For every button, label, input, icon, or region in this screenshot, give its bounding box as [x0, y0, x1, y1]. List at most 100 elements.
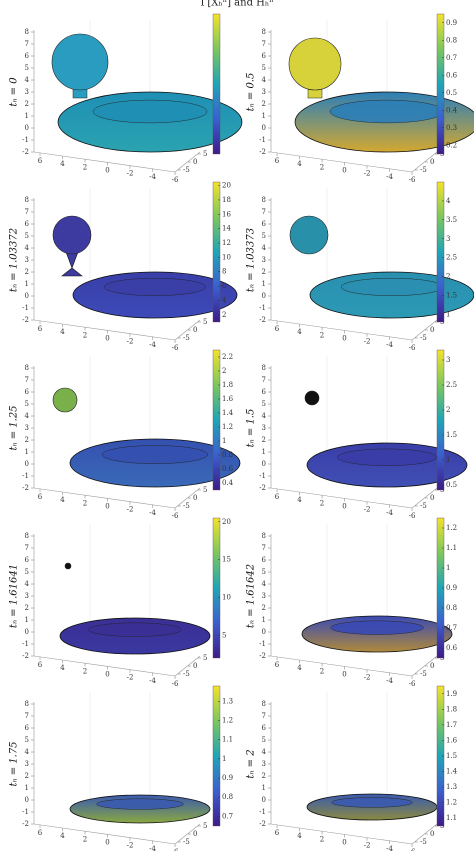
colorbar-tick-label: 1	[446, 456, 450, 464]
torus-hole	[329, 99, 445, 124]
x-tick-label: 0	[342, 503, 346, 511]
y-tick-label: 0	[193, 662, 197, 670]
colorbar-tick-label: 1.6	[222, 395, 234, 403]
colorbar-tick-label: 2.5	[446, 381, 457, 389]
axis-line	[411, 823, 438, 845]
colorbar-tick-label: 1.1	[446, 814, 457, 822]
colorbar-tick-label: 10	[222, 593, 231, 601]
axis-line	[33, 823, 176, 845]
z-tick-label: 5	[262, 232, 266, 240]
axis-line	[174, 655, 201, 677]
x-tick-label: -4	[149, 677, 156, 685]
torus-hole	[337, 448, 437, 466]
x-tick-label: 2	[320, 163, 324, 171]
z-tick-label: -1	[22, 304, 29, 312]
x-tick-label: -2	[364, 338, 371, 346]
z-tick-label: 4	[25, 748, 30, 756]
x-tick-label: 2	[320, 499, 324, 507]
z-tick-label: 2	[25, 100, 29, 108]
z-tick-label: 3	[262, 760, 266, 768]
x-tick-label: 0	[105, 167, 109, 175]
axis-line	[33, 655, 176, 677]
x-tick-label: 4	[297, 664, 302, 672]
z-tick-label: 7	[25, 376, 29, 384]
x-tick-label: 0	[342, 167, 346, 175]
x-tick-label: -2	[364, 674, 371, 682]
y-tick-label: 5	[203, 822, 207, 830]
z-tick-label: 8	[25, 700, 29, 708]
colorbar-tick-label: 3.5	[446, 216, 457, 224]
colorbar-tick-label: 1.5	[446, 431, 457, 439]
z-tick-label: 1	[262, 616, 266, 624]
axis-line	[411, 655, 438, 677]
z-tick-label: 0	[25, 292, 29, 300]
y-tick-label: -5	[420, 502, 427, 510]
y-tick-label: 0	[430, 326, 434, 334]
panel-label: tₙ = 1.03373	[246, 228, 257, 292]
z-tick-label: 0	[262, 124, 266, 132]
x-tick-label: 2	[83, 499, 87, 507]
z-tick-label: 2	[25, 268, 29, 276]
colorbar-tick-label: 0.4	[222, 479, 234, 487]
x-tick-label: -2	[127, 506, 134, 514]
colorbar-tick-label: 18	[222, 196, 231, 204]
colorbar	[212, 349, 221, 491]
panel-label: tₙ = 1.61641	[9, 564, 20, 628]
z-tick-label: -1	[22, 640, 29, 648]
colorbar	[212, 181, 221, 323]
y-tick-label: -5	[420, 166, 427, 174]
colorbar-tick-label: 2	[446, 273, 450, 281]
x-tick-label: 0	[105, 671, 109, 679]
z-tick-label: -2	[22, 820, 29, 828]
y-tick-label: 0	[193, 494, 197, 502]
colorbar-tick-label: 0.7	[222, 812, 233, 820]
y-tick-label: -5	[183, 838, 190, 846]
x-tick-label: -2	[364, 170, 371, 178]
y-tick-label: -5	[420, 838, 427, 846]
panel-label: tₙ = 1.61642	[246, 564, 257, 628]
z-tick-label: -1	[259, 304, 266, 312]
z-tick-label: -1	[22, 136, 29, 144]
colorbar-tick-label: 2	[446, 406, 450, 414]
z-tick-label: 4	[262, 748, 267, 756]
colorbar-tick-label: 2	[222, 367, 226, 375]
drop	[64, 562, 72, 570]
torus-hole	[88, 622, 182, 637]
z-tick-label: -2	[22, 652, 29, 660]
x-tick-label: -4	[386, 509, 393, 517]
x-tick-label: -6	[172, 680, 179, 688]
z-tick-label: 2	[262, 604, 266, 612]
z-tick-label: -2	[259, 820, 266, 828]
y-tick-label: 0	[430, 830, 434, 838]
z-tick-label: 1	[25, 280, 29, 288]
colorbar-tick-label: 1.1	[222, 736, 233, 744]
x-tick-label: 2	[83, 835, 87, 843]
colorbar-tick-label: 1.6	[446, 736, 458, 744]
x-tick-label: 6	[275, 493, 280, 501]
z-tick-label: 2	[25, 772, 29, 780]
x-tick-label: 4	[60, 832, 65, 840]
colorbar-tick-label: 1	[222, 437, 226, 445]
colorbar	[436, 349, 445, 491]
colorbar-tick-label: 4	[222, 296, 227, 304]
figure-title: Γ[Xₕⁿ] and Hₕⁿ	[200, 0, 273, 9]
z-tick-label: 1	[262, 112, 266, 120]
z-tick-label: 8	[262, 196, 266, 204]
z-tick-label: 3	[262, 256, 266, 264]
drop	[52, 215, 92, 255]
y-tick-label: 0	[430, 158, 434, 166]
z-tick-label: -1	[259, 136, 266, 144]
axis-line	[411, 319, 438, 341]
colorbar-tick-label: 1.3	[222, 697, 233, 705]
x-tick-label: 0	[342, 839, 346, 847]
x-tick-label: 4	[60, 496, 65, 504]
x-tick-label: -2	[364, 842, 371, 850]
z-tick-label: 6	[262, 388, 267, 396]
y-tick-label: 0	[193, 158, 197, 166]
colorbar-tick-label: 20	[222, 518, 231, 526]
colorbar-tick-label: 0.5	[446, 89, 457, 97]
colorbar-tick-label: 0.9	[446, 584, 457, 592]
